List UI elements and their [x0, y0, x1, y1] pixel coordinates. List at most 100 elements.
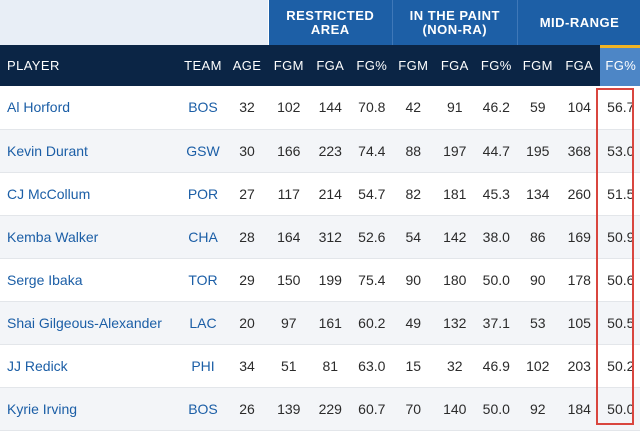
table-row: Al Horford BOS 32 102 144 70.8 42 91 46.2 59 104 56… [0, 86, 640, 130]
sort-indicator [600, 45, 640, 48]
cell-paint-fg-pct: 46.9 [475, 344, 518, 388]
cell-ra-fga: 199 [309, 258, 352, 302]
column-header-ra-fga[interactable]: FGA [309, 45, 352, 86]
table-row: Serge Ibaka TOR 29 150 199 75.4 90 180 50.0 90 178… [0, 258, 640, 302]
column-header-paint-fga[interactable]: FGA [434, 45, 476, 86]
sorted-column-background [600, 48, 640, 86]
cell-paint-fga: 132 [434, 301, 476, 345]
cell-mid-fgm: 86 [517, 215, 559, 259]
group-header-restricted-area: RESTRICTED AREA [267, 0, 393, 45]
cell-team[interactable]: LAC [180, 301, 226, 345]
cell-player[interactable]: Al Horford [0, 86, 180, 130]
group-header-blank [0, 0, 269, 45]
cell-player[interactable]: Serge Ibaka [0, 258, 180, 302]
cell-player[interactable]: CJ McCollum [0, 172, 180, 216]
cell-ra-fg-pct: 74.4 [351, 129, 393, 173]
cell-ra-fgm: 51 [268, 344, 310, 388]
cell-paint-fg-pct: 50.0 [475, 258, 518, 302]
cell-mid-fga: 184 [558, 387, 601, 431]
cell-paint-fgm: 49 [392, 301, 435, 345]
cell-mid-fga: 203 [558, 344, 601, 388]
cell-ra-fg-pct: 75.4 [351, 258, 393, 302]
cell-mid-fg-pct: 56.7 [600, 86, 640, 130]
cell-mid-fgm: 53 [517, 301, 559, 345]
cell-team[interactable]: PHI [180, 344, 226, 388]
cell-paint-fga: 32 [434, 344, 476, 388]
column-header-player[interactable]: PLAYER [0, 45, 180, 86]
cell-paint-fga: 91 [434, 86, 476, 130]
cell-team[interactable]: BOS [180, 387, 226, 431]
cell-age: 32 [226, 86, 269, 130]
cell-age: 30 [226, 129, 269, 173]
cell-team[interactable]: GSW [180, 129, 226, 173]
cell-mid-fg-pct: 53.0 [600, 129, 640, 173]
cell-mid-fg-pct: 50.5 [600, 301, 640, 345]
cell-paint-fga: 197 [434, 129, 476, 173]
cell-mid-fgm: 195 [517, 129, 559, 173]
table-row: CJ McCollum POR 27 117 214 54.7 82 181 45.3 134 26… [0, 172, 640, 216]
cell-age: 27 [226, 172, 269, 216]
cell-mid-fg-pct: 50.6 [600, 258, 640, 302]
cell-paint-fgm: 15 [392, 344, 435, 388]
column-header-team[interactable]: TEAM [180, 45, 226, 86]
column-header-paint-fg-pct[interactable]: FG% [475, 45, 518, 86]
cell-mid-fg-pct: 50.9 [600, 215, 640, 259]
cell-ra-fgm: 102 [268, 86, 310, 130]
cell-player[interactable]: Kyrie Irving [0, 387, 180, 431]
column-header-age[interactable]: AGE [226, 45, 269, 86]
cell-ra-fga: 161 [309, 301, 352, 345]
cell-ra-fga: 144 [309, 86, 352, 130]
column-header-ra-fgm[interactable]: FGM [268, 45, 310, 86]
column-group-header-row: RESTRICTED AREA IN THE PAINT (NON-RA) MID… [0, 0, 640, 45]
table-row: Kyrie Irving BOS 26 139 229 60.7 70 140 50.0 92 18… [0, 387, 640, 431]
cell-paint-fg-pct: 46.2 [475, 86, 518, 130]
cell-paint-fg-pct: 37.1 [475, 301, 518, 345]
cell-age: 28 [226, 215, 269, 259]
cell-team[interactable]: TOR [180, 258, 226, 302]
column-header-ra-fg-pct[interactable]: FG% [351, 45, 393, 86]
cell-mid-fga: 104 [558, 86, 601, 130]
cell-paint-fga: 180 [434, 258, 476, 302]
cell-team[interactable]: POR [180, 172, 226, 216]
cell-paint-fg-pct: 50.0 [475, 387, 518, 431]
cell-player[interactable]: JJ Redick [0, 344, 180, 388]
cell-team[interactable]: BOS [180, 86, 226, 130]
table-row: JJ Redick PHI 34 51 81 63.0 15 32 46.9 102 203 50.2 [0, 344, 640, 388]
cell-player[interactable]: Kemba Walker [0, 215, 180, 259]
cell-paint-fg-pct: 38.0 [475, 215, 518, 259]
column-header-mid-fg-pct[interactable]: FG% [600, 45, 640, 86]
cell-ra-fgm: 139 [268, 387, 310, 431]
group-header-in-the-paint: IN THE PAINT (NON-RA) [392, 0, 518, 45]
cell-paint-fgm: 90 [392, 258, 435, 302]
cell-ra-fga: 223 [309, 129, 352, 173]
cell-player[interactable]: Kevin Durant [0, 129, 180, 173]
cell-mid-fga: 105 [558, 301, 601, 345]
cell-paint-fgm: 54 [392, 215, 435, 259]
column-header-paint-fgm[interactable]: FGM [392, 45, 435, 86]
cell-paint-fgm: 88 [392, 129, 435, 173]
column-header-row: PLAYER TEAM AGE FGM FGA FG% FGM FGA FG% FGM FGA FG% [0, 45, 640, 86]
cell-ra-fg-pct: 54.7 [351, 172, 393, 216]
cell-mid-fg-pct: 51.5 [600, 172, 640, 216]
cell-mid-fga: 169 [558, 215, 601, 259]
cell-paint-fgm: 42 [392, 86, 435, 130]
table-row: Kemba Walker CHA 28 164 312 52.6 54 142 38.0 86 16… [0, 215, 640, 259]
cell-paint-fga: 181 [434, 172, 476, 216]
cell-paint-fgm: 82 [392, 172, 435, 216]
cell-ra-fgm: 117 [268, 172, 310, 216]
cell-ra-fg-pct: 63.0 [351, 344, 393, 388]
cell-age: 20 [226, 301, 269, 345]
cell-paint-fga: 140 [434, 387, 476, 431]
column-header-mid-fga[interactable]: FGA [558, 45, 601, 86]
cell-age: 29 [226, 258, 269, 302]
cell-mid-fgm: 92 [517, 387, 559, 431]
cell-mid-fgm: 59 [517, 86, 559, 130]
column-header-mid-fgm[interactable]: FGM [517, 45, 559, 86]
cell-mid-fg-pct: 50.2 [600, 344, 640, 388]
cell-paint-fgm: 70 [392, 387, 435, 431]
cell-team[interactable]: CHA [180, 215, 226, 259]
cell-mid-fga: 178 [558, 258, 601, 302]
cell-player[interactable]: Shai Gilgeous-Alexander [0, 301, 180, 345]
